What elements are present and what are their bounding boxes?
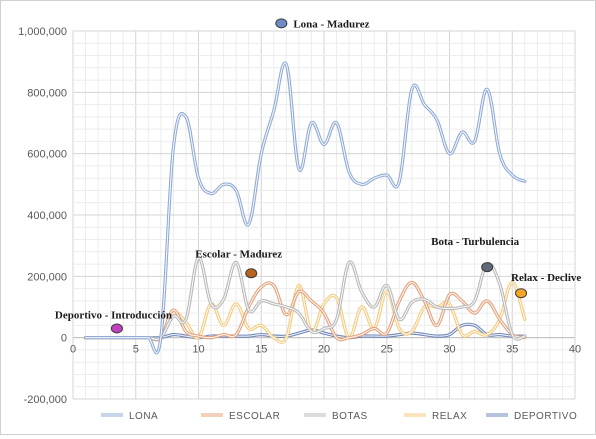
annotation: Deportivo - Introducción [55,309,172,334]
x-tick-label: 0 [70,344,76,356]
annotation-marker [245,268,258,279]
series-layer [83,61,527,355]
series-lona [83,61,527,355]
y-tick-label: 0 [61,333,67,345]
y-tick-label: -200,000 [24,394,67,406]
annotation-label: Relax - Declive [511,272,581,284]
legend-label: ESCOLAR [229,411,280,422]
legend-item-lona: LONA [101,411,158,422]
x-tick-label: 25 [381,344,393,356]
y-tick-label: 400,000 [27,210,67,222]
x-tick-label: 35 [506,344,518,356]
annotation: Relax - Declive [511,272,581,299]
annotation: Escolar - Madurez [195,248,282,279]
y-tick-label: 600,000 [27,149,67,161]
legend-item-escolar: ESCOLAR [201,411,280,422]
legend: LONA ESCOLAR BOTAS RELAX DEPORTIVO [101,411,577,422]
annotation-marker [515,288,528,299]
annotation: Lona - Madurez [275,18,370,30]
legend-item-deportivo: DEPORTIVO [486,411,577,422]
annotation-label: Escolar - Madurez [195,248,282,260]
y-tick-label: 800,000 [27,87,67,99]
legend-label: LONA [129,411,158,422]
legend-label: BOTAS [332,411,368,422]
y-tick-label: 1,000,000 [18,26,67,38]
series-line-inner-lona [84,62,526,354]
x-tick-label: 15 [255,344,267,356]
legend-item-botas: BOTAS [304,411,368,422]
x-tick-label: 20 [318,344,330,356]
annotations: Lona - Madurez Escolar - Madurez Bota - Tu… [55,18,581,334]
annotation-marker [110,323,123,334]
legend-label: DEPORTIVO [514,411,577,422]
legend-item-relax: RELAX [404,411,467,422]
annotation: Bota - Turbulencia [431,236,520,273]
x-tick-label: 5 [133,344,139,356]
annotation-marker [275,18,288,29]
axes: 0 5 10 15 20 25 30 35 40 -200,000 0 200,000 400,000 6… [18,26,581,406]
annotation-marker [481,262,494,273]
y-tick-label: 200,000 [27,271,67,283]
x-tick-label: 40 [569,344,581,356]
annotation-label: Bota - Turbulencia [431,236,520,248]
annotation-label: Deportivo - Introducción [55,309,172,321]
annotation-label: Lona - Madurez [293,18,369,30]
legend-label: RELAX [432,411,467,422]
x-tick-label: 10 [192,344,204,356]
x-tick-label: 30 [443,344,455,356]
